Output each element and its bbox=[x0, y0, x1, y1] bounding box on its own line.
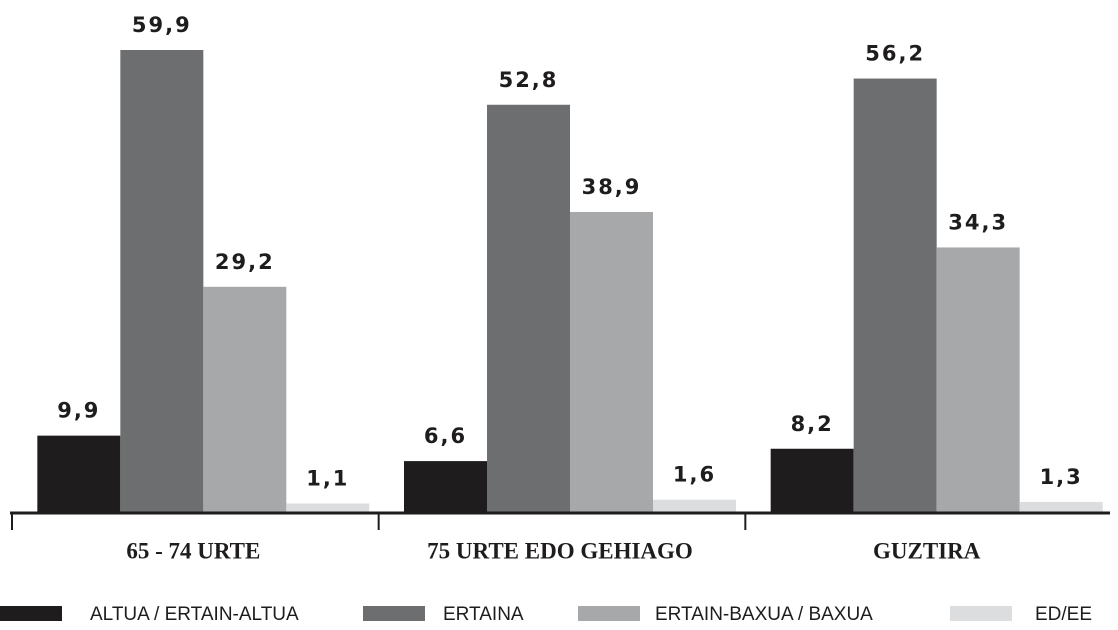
value-label: 56,2 bbox=[865, 42, 925, 66]
category-label: 75 URTE EDO GEHIAGO bbox=[427, 538, 693, 563]
legend-label: ED/EE bbox=[1035, 604, 1092, 625]
legend-swatch bbox=[578, 606, 640, 621]
bar bbox=[120, 50, 204, 512]
value-label: 9,9 bbox=[57, 399, 100, 423]
category-label: 65 - 74 URTE bbox=[126, 538, 260, 563]
category-label: GUZTIRA bbox=[873, 538, 981, 563]
value-label: 38,9 bbox=[582, 175, 642, 199]
legend-label: ALTUA / ERTAIN-ALTUA bbox=[90, 604, 299, 625]
legend-label: ERTAIN-BAXUA / BAXUA bbox=[655, 604, 873, 625]
legend-label: ERTAINA bbox=[443, 604, 524, 625]
value-label: 8,2 bbox=[791, 412, 834, 436]
bar bbox=[203, 286, 287, 512]
value-label: 1,6 bbox=[673, 463, 716, 487]
value-label: 52,8 bbox=[499, 68, 559, 92]
legend-swatch bbox=[950, 606, 1012, 621]
bar bbox=[853, 78, 937, 512]
value-label: 1,1 bbox=[306, 467, 349, 491]
bar bbox=[487, 104, 570, 513]
bar bbox=[404, 461, 487, 512]
value-label: 29,2 bbox=[215, 250, 275, 274]
value-label: 6,6 bbox=[424, 424, 467, 448]
value-label: 59,9 bbox=[132, 13, 192, 37]
value-label: 1,3 bbox=[1040, 465, 1083, 489]
value-label: 34,3 bbox=[948, 210, 1008, 234]
bar bbox=[770, 448, 854, 512]
bar bbox=[37, 435, 121, 512]
bar bbox=[653, 499, 736, 512]
bar bbox=[570, 211, 653, 512]
bar bbox=[286, 503, 370, 512]
bar bbox=[1019, 501, 1103, 512]
legend-swatch bbox=[363, 606, 425, 621]
bar bbox=[936, 247, 1020, 512]
legend-swatch bbox=[0, 606, 62, 621]
